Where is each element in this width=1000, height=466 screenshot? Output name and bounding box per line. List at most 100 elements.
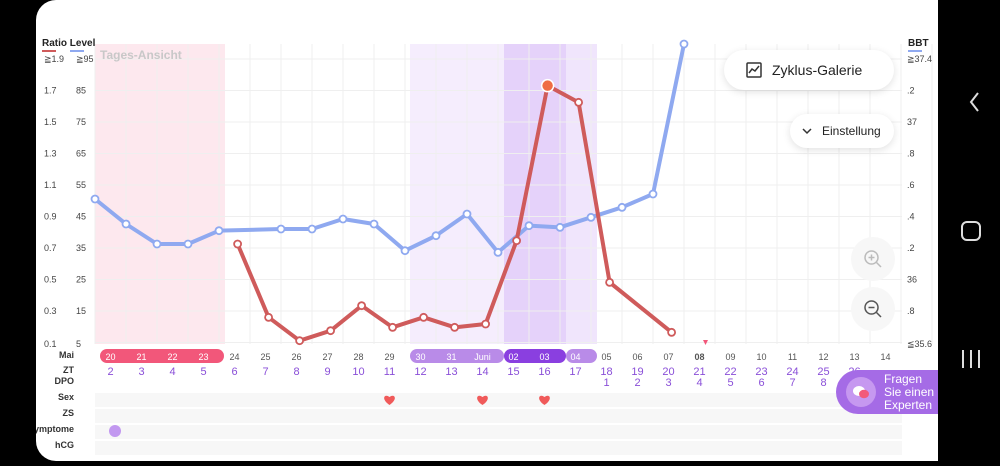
bbt-series-point [183, 239, 193, 249]
date-label: 27 [322, 352, 332, 362]
heart-icon [539, 395, 550, 405]
cycle-day-label: 4 [169, 366, 175, 378]
period-band [95, 44, 225, 344]
event-row-bg [95, 409, 902, 423]
symptom-icon [109, 425, 121, 437]
bbt-series-point [338, 214, 348, 224]
date-label: 13 [849, 352, 859, 362]
dpo-label: 6 [758, 377, 764, 389]
lh-series-point [326, 326, 336, 336]
date-label: 05 [601, 352, 611, 362]
date-label: 06 [632, 352, 642, 362]
date-label: 28 [353, 352, 363, 362]
settings-button[interactable]: Einstellung [790, 114, 894, 148]
cycle-day-label: 23 [755, 366, 767, 378]
date-label: 29 [384, 352, 394, 362]
bbt-series-point [462, 209, 472, 219]
date-label: Juni [474, 352, 491, 362]
row-label: hCG [55, 440, 74, 450]
lh-series-point [295, 336, 305, 346]
dpo-label: 4 [696, 377, 702, 389]
bbt-series-point [431, 231, 441, 241]
ratio-tick-label: 1.5 [44, 117, 57, 127]
day-view-label: Tages-Ansicht [100, 48, 182, 62]
date-label: 12 [818, 352, 828, 362]
row-label: DPO [54, 376, 74, 386]
zoom-in-icon [864, 250, 882, 268]
bbt-tick-label: .2 [907, 86, 915, 96]
cycle-day-label: 17 [569, 366, 581, 378]
chat-question-icon [846, 377, 876, 407]
cycle-day-label: 10 [352, 366, 364, 378]
cycle-day-label: 12 [414, 366, 426, 378]
zoom-out-button[interactable] [851, 287, 895, 331]
cycle-day-label: 22 [724, 366, 736, 378]
bbt-series-point [400, 246, 410, 256]
cycle-day-label: 20 [662, 366, 674, 378]
cycle-day-label: 11 [384, 366, 395, 378]
fertile-date-pill-end [566, 349, 597, 363]
ovulation-band [504, 44, 566, 344]
level-tick-label: 25 [76, 275, 86, 285]
bbt-series-point [90, 194, 100, 204]
ask-expert-line2: Sie einen [884, 384, 935, 399]
bbt-series-point [586, 212, 596, 222]
level-tick-label: 15 [76, 306, 86, 316]
recent-apps-icon [962, 350, 980, 368]
cycle-day-label: 21 [693, 366, 705, 378]
ratio-tick-label: 0.3 [44, 306, 57, 316]
bbt-series-point [369, 219, 379, 229]
ratio-tick-label: 1.3 [44, 149, 57, 159]
event-row-bg [95, 425, 902, 439]
date-label: 08 [694, 352, 704, 362]
cycle-day-label: 16 [538, 366, 550, 378]
level-legend-line [70, 50, 84, 52]
bbt-series-point [617, 202, 627, 212]
date-label: 23 [198, 352, 208, 362]
level-tick-label: 35 [76, 243, 86, 253]
date-label: 20 [105, 352, 115, 362]
bbt-legend-line [908, 50, 922, 52]
lh-series-line [235, 83, 674, 343]
date-label: 07 [663, 352, 673, 362]
dpo-label: 3 [665, 377, 671, 389]
date-label: 24 [229, 352, 239, 362]
cycle-gallery-button[interactable]: Zyklus-Galerie [724, 50, 894, 90]
cycle-day-label: 13 [445, 366, 457, 378]
back-icon [969, 92, 979, 112]
cycle-day-label: 18 [600, 366, 612, 378]
lh-series-point [605, 277, 614, 287]
cycle-chart: ≧1.91.71.51.31.10.90.70.50.30.1≧95857565… [36, 39, 933, 455]
bbt-series-point [276, 224, 286, 234]
date-label: 26 [291, 352, 301, 362]
event-row-bg [95, 441, 902, 455]
ratio-tick-label: 1.1 [44, 180, 57, 190]
lh-series-point [357, 301, 367, 311]
cycle-day-label: 24 [786, 366, 798, 378]
fertile-band-end [566, 44, 597, 344]
date-label: 11 [788, 352, 797, 362]
date-label: 25 [260, 352, 270, 362]
event-row-bg [95, 393, 902, 407]
level-tick-label: 45 [76, 212, 86, 222]
settings-label: Einstellung [822, 124, 881, 138]
cycle-day-label: 8 [293, 366, 299, 378]
bbt-tick-label: 36 [907, 275, 917, 285]
heart-icon [384, 395, 395, 405]
bbt-series-point [152, 239, 162, 249]
lh-series-point [574, 97, 583, 107]
dpo-label: 7 [789, 377, 795, 389]
bbt-series-point [493, 247, 503, 257]
zoom-in-button[interactable] [851, 237, 895, 281]
row-label: ZT [63, 365, 74, 375]
lh-series-point [419, 312, 429, 322]
bbt-series-point [121, 219, 131, 229]
bbt-tick-label: .4 [907, 212, 915, 222]
dpo-label: 8 [820, 377, 826, 389]
date-label: 22 [167, 352, 177, 362]
chart-screen: ≧1.9 1.7 1.5 1.3 1.1 0.9 0.7 0.5 0.3 0.1 ≧95 85 75 65… [36, 0, 938, 461]
date-label: 10 [756, 352, 766, 362]
ratio-tick-label: 0.5 [44, 275, 57, 285]
ask-expert-button[interactable]: Fragen Sie einen Experten [836, 370, 938, 414]
cycle-gallery-label: Zyklus-Galerie [772, 62, 863, 78]
